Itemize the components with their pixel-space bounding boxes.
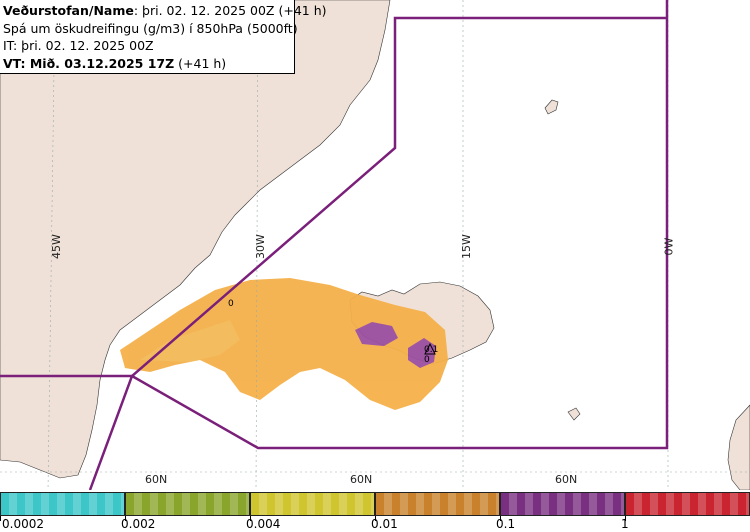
legend-tick-2	[250, 516, 251, 521]
legend-tick-label-5: 1	[621, 517, 629, 531]
legend-tick-label-2: 0.004	[246, 517, 281, 531]
legend-bin-1	[125, 492, 250, 516]
concentration-legend: 0.0002 0.002 0.004 0.01 0.1 1	[0, 490, 750, 532]
legend-tick-4	[500, 516, 501, 521]
svalbard-island	[544, 99, 559, 115]
lat-label-60n-c: 60N	[555, 473, 578, 486]
greenland-land	[0, 0, 391, 479]
legend-tick-5	[625, 516, 626, 521]
info-line-4: VT: Mið. 03.12.2025 17Z (+41 h)	[3, 55, 227, 71]
legend-tick-0	[0, 516, 1, 521]
faroe-island	[567, 407, 581, 421]
legend-tick-label-4: 0.1	[496, 517, 516, 531]
contour-label-0-a: 0	[228, 299, 234, 309]
info-line-1: Veðurstofan/Name: þri. 02. 12. 2025 00Z …	[3, 3, 327, 18]
legend-bin-5	[625, 492, 750, 516]
contour-label-0-b: 0	[424, 355, 430, 365]
fir-boundary	[0, 0, 669, 491]
legend-tick-1	[125, 516, 126, 521]
legend-bin-2	[250, 492, 375, 516]
lat-label-60n-a: 60N	[145, 473, 168, 486]
legend-bin-4	[500, 492, 625, 516]
lon-label-15w: 15W	[459, 234, 473, 259]
legend-tick-3	[375, 516, 376, 521]
contour-label-01: 0.1	[424, 345, 438, 355]
ash-dispersion-map: 0 0 0.1 45W 30W 15W 0W 60N 60N 60N Veður…	[0, 0, 750, 491]
info-line-2: Spá um öskudreifingu (g/m3) í 850hPa (50…	[3, 20, 298, 36]
legend-bin-3	[375, 492, 500, 516]
legend-tick-label-3: 0.01	[371, 517, 398, 531]
legend-tick-label-0: 0.0002	[2, 517, 44, 531]
map-canvas: 0 0 0.1	[0, 0, 750, 491]
lon-label-30w: 30W	[253, 234, 267, 259]
lon-label-45w: 45W	[49, 234, 63, 259]
lat-label-60n-b: 60N	[350, 473, 373, 486]
info-line-3: IT: þri. 02. 12. 2025 00Z	[3, 38, 154, 53]
lon-label-0w: 0W	[662, 237, 676, 256]
forecast-info-box: Veðurstofan/Name: þri. 02. 12. 2025 00Z …	[0, 0, 327, 74]
volcano-icon	[424, 342, 436, 355]
legend-bin-0	[0, 492, 125, 516]
legend-tick-label-1: 0.002	[121, 517, 156, 531]
